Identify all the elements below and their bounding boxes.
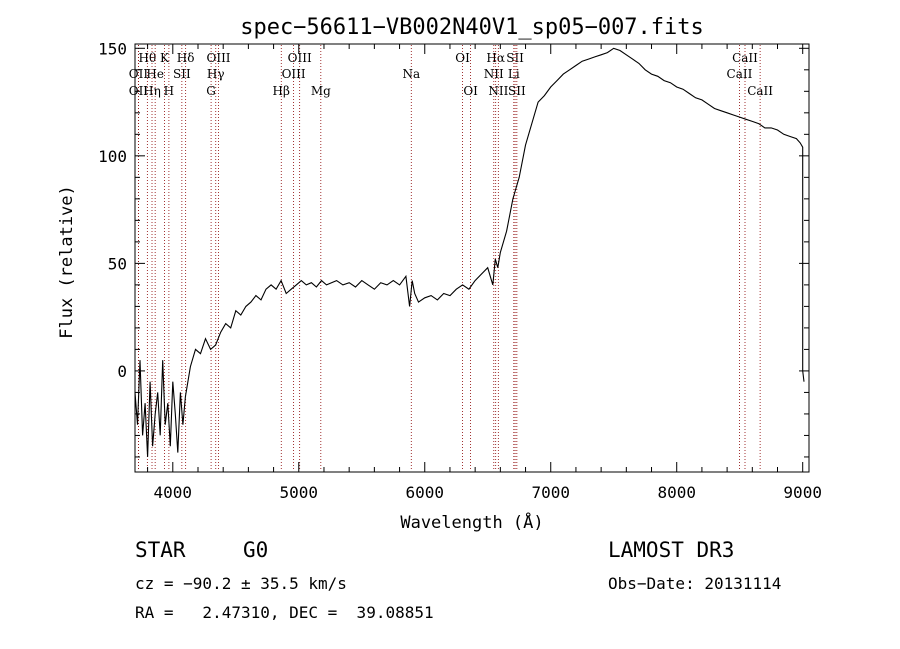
x-axis-label: Wavelength (Å) — [400, 511, 543, 533]
y-axis-ticks: 0 50 100 150 — [98, 39, 809, 458]
line-marker-label: SII — [506, 51, 524, 65]
line-marker-label: H — [164, 84, 174, 98]
line-marker-label: OII — [129, 67, 149, 81]
line-marker-label: OIII — [282, 67, 306, 81]
coords-readout: RA = 2.47310, DEC = 39.08851 — [135, 603, 434, 622]
y-tick-label: 50 — [108, 254, 127, 273]
redshift-readout: cz = −90.2 ± 35.5 km/s — [135, 574, 347, 593]
object-subclass: G0 — [243, 538, 269, 562]
x-tick-label: 4000 — [154, 483, 193, 502]
x-tick-label: 7000 — [531, 483, 570, 502]
line-marker-label: CaII — [727, 67, 753, 81]
spectrum-line — [134, 47, 805, 457]
line-marker-label: Hδ — [177, 51, 195, 65]
x-tick-label: 6000 — [405, 483, 444, 502]
x-tick-label: 9000 — [783, 483, 822, 502]
x-tick-label: 5000 — [280, 483, 319, 502]
object-type: STAR — [135, 538, 186, 562]
y-tick-label: 0 — [117, 362, 127, 381]
x-tick-label: 8000 — [657, 483, 696, 502]
line-marker-label: CaII — [732, 51, 758, 65]
x-axis-ticks: 4000 5000 6000 7000 8000 9000 — [147, 44, 822, 502]
plot-frame — [134, 43, 810, 473]
line-marker-label: Na — [402, 67, 420, 81]
line-marker-label: OIII — [206, 51, 230, 65]
line-marker-label: OI — [463, 84, 478, 98]
line-marker-label: K — [160, 51, 170, 65]
line-marker-label: G — [206, 84, 216, 98]
line-marker-label: NII — [484, 67, 504, 81]
line-marker-label: Hβ — [273, 84, 290, 98]
line-marker-label: SII — [173, 67, 191, 81]
line-marker-label: NII — [488, 84, 508, 98]
obs-date-readout: Obs−Date: 20131114 — [608, 574, 782, 593]
line-marker-label: Li — [508, 67, 520, 81]
line-marker-label: Hγ — [207, 67, 225, 81]
y-tick-label: 100 — [98, 147, 127, 166]
y-axis-label: Flux (relative) — [57, 185, 77, 339]
chart-title: spec−56611−VB002N40V1_sp05−007.fits — [240, 15, 704, 40]
y-tick-label: 150 — [98, 39, 127, 58]
line-marker-label: OIII — [288, 51, 312, 65]
line-marker-label: SII — [508, 84, 526, 98]
line-marker-label: Mg — [311, 84, 331, 98]
line-marker-label: Hη — [143, 84, 161, 98]
line-marker-label: Hα — [486, 51, 505, 65]
line-marker-label: He — [146, 67, 164, 81]
line-marker-label: Hθ — [138, 51, 156, 65]
survey-name: LAMOST DR3 — [608, 538, 735, 562]
line-marker-label: OI — [455, 51, 470, 65]
line-marker-label: CaII — [747, 84, 773, 98]
